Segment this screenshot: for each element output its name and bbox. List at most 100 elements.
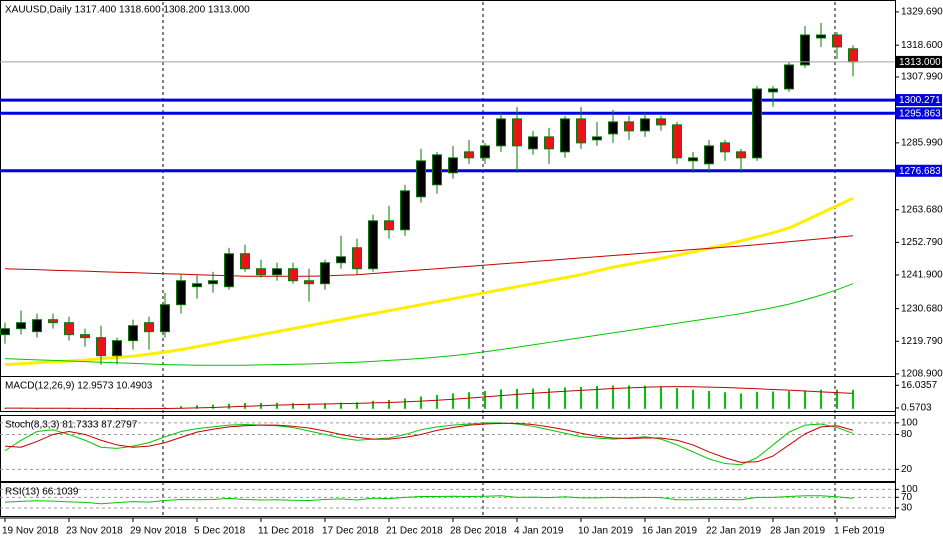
histogram-bar: [564, 387, 566, 409]
y-tick-label: 1219.790: [901, 336, 943, 347]
histogram-bar: [660, 386, 662, 409]
histogram-bar: [292, 403, 294, 409]
candle-body: [192, 283, 202, 288]
candle-body: [368, 220, 378, 270]
x-tick-label: 19 Nov 2018: [2, 526, 59, 537]
y-tick-label: 1208.900: [901, 369, 943, 380]
y-tick-label: 1318.600: [901, 40, 943, 51]
level-label: 1300.271: [899, 95, 941, 106]
y-tick-label: 1241.900: [901, 270, 943, 281]
candle-body: [144, 322, 154, 333]
histogram-bar: [740, 393, 742, 409]
histogram-bar: [516, 389, 518, 409]
histogram-bar: [772, 391, 774, 409]
y-tick-label: 1329.690: [901, 7, 943, 18]
histogram-bar: [724, 392, 726, 409]
histogram-bar: [692, 389, 694, 409]
indicator-line: [4, 495, 854, 505]
x-tick-label: 5 Dec 2018: [194, 526, 246, 537]
histogram-bar: [228, 403, 230, 409]
candle-body: [448, 157, 458, 174]
candle-body: [736, 151, 746, 159]
candle-body: [464, 151, 474, 159]
histogram-bar: [20, 408, 22, 409]
y-tick-label: 16.0357: [901, 380, 938, 391]
candle-body: [480, 145, 490, 159]
candle-body: [688, 157, 698, 162]
histogram-bar: [180, 406, 182, 409]
histogram-bar: [388, 400, 390, 409]
histogram-bar: [852, 389, 854, 409]
candle-body: [800, 34, 810, 66]
candle-body: [528, 136, 538, 150]
candle-body: [240, 253, 250, 270]
candle-body: [416, 160, 426, 198]
level-label: 1276.683: [899, 166, 941, 177]
histogram-bar: [548, 388, 550, 409]
candle-body: [640, 118, 650, 132]
period-separators: [162, 2, 836, 518]
last-price-box: [896, 55, 942, 68]
histogram-bar: [68, 408, 70, 410]
level-label-box: [896, 94, 942, 107]
candle-body: [384, 220, 394, 231]
y-tick-label: 100: [901, 417, 918, 428]
candle-body: [64, 322, 74, 336]
candle-body: [256, 268, 266, 276]
candle-body: [496, 118, 506, 147]
candle-body: [80, 334, 90, 339]
candle-body: [672, 124, 682, 159]
candle-body: [608, 121, 618, 135]
y-tick-label: 100: [901, 484, 918, 495]
histogram-bar: [644, 385, 646, 409]
histogram-bar: [596, 386, 598, 409]
level-label-box: [896, 107, 942, 120]
histogram-bar: [836, 389, 838, 409]
indicator-line: [4, 283, 854, 366]
histogram-bar: [500, 389, 502, 409]
y-tick-label: 20: [901, 464, 913, 475]
y-tick-label: 1230.680: [901, 303, 943, 314]
histogram-bar: [788, 391, 790, 409]
candle-body: [112, 340, 122, 357]
histogram-bar: [436, 394, 438, 409]
candle-body: [208, 280, 218, 285]
y-tick-label: 0.5703: [901, 403, 932, 414]
panel-title: Stoch(8,3,3) 81.7333 87.2797: [5, 420, 138, 431]
candle-body: [752, 88, 762, 159]
candle-body: [224, 253, 234, 288]
y-tick-label: 1307.990: [901, 72, 943, 83]
histogram-bar: [612, 385, 614, 409]
indicator-line: [4, 422, 854, 466]
histogram-bar: [628, 385, 630, 409]
candle-body: [0, 328, 10, 336]
candle-body: [48, 319, 58, 324]
histogram-bar: [468, 392, 470, 409]
histogram-bar: [356, 402, 358, 409]
candle-body: [432, 154, 442, 186]
candle-body: [96, 337, 106, 357]
y-tick-label: 1263.680: [901, 204, 943, 215]
histogram-bar: [484, 391, 486, 409]
histogram-bar: [420, 396, 422, 409]
x-tick-label: 28 Jan 2019: [770, 526, 825, 537]
histogram-bar: [452, 393, 454, 409]
candle-body: [16, 322, 26, 330]
level-label-box: [896, 164, 942, 177]
x-tick-label: 17 Dec 2018: [322, 526, 379, 537]
x-tick-label: 29 Nov 2018: [130, 526, 187, 537]
x-tick-label: 4 Jan 2019: [514, 526, 564, 537]
candle-body: [352, 247, 362, 270]
histogram-bar: [36, 408, 38, 410]
candle-body: [320, 262, 330, 285]
x-tick-label: 1 Feb 2019: [834, 526, 885, 537]
candle-body: [704, 145, 714, 165]
candle-body: [576, 118, 586, 144]
panel-title: XAUUSD,Daily 1317.400 1318.600 1308.200 …: [5, 5, 250, 16]
histogram-bar: [532, 388, 534, 409]
candle-body: [592, 136, 602, 141]
candle-body: [832, 34, 842, 48]
